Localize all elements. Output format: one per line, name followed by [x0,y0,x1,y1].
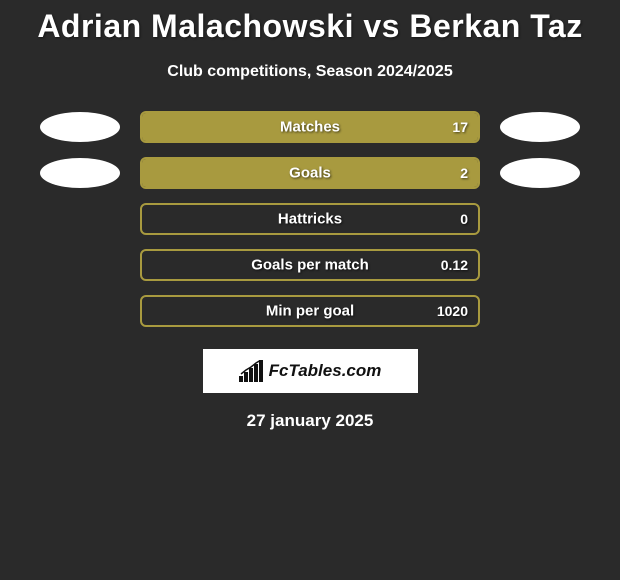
stat-bar: Hattricks 0 [140,203,480,235]
stat-label: Matches [280,119,340,136]
subtitle: Club competitions, Season 2024/2025 [0,63,620,81]
stat-bar: Matches 17 [140,111,480,143]
logo-box[interactable]: FcTables.com [203,349,418,393]
player-avatar-right [500,112,580,142]
player-avatar-left [40,112,120,142]
stat-label: Min per goal [266,303,354,320]
stat-value: 1020 [437,303,468,319]
stat-value: 2 [460,165,468,181]
bars-chart-icon [239,360,265,382]
player-avatar-left [40,158,120,188]
page-title: Adrian Malachowski vs Berkan Taz [0,8,620,45]
stat-row: Goals 2 [0,157,620,189]
stats-list: Matches 17 Goals 2 Hattricks 0 Goals per match… [0,111,620,327]
stat-row: Matches 17 [0,111,620,143]
comparison-card: Adrian Malachowski vs Berkan Taz Club co… [0,0,620,431]
logo: FcTables.com [239,360,382,382]
stat-bar: Goals per match 0.12 [140,249,480,281]
logo-text: FcTables.com [269,361,382,381]
stat-bar: Goals 2 [140,157,480,189]
stat-bar: Min per goal 1020 [140,295,480,327]
stat-label: Hattricks [278,211,342,228]
player-avatar-right [500,158,580,188]
stat-row: Min per goal 1020 [0,295,620,327]
stat-value: 17 [452,119,468,135]
stat-row: Goals per match 0.12 [0,249,620,281]
stat-value: 0.12 [441,257,468,273]
stat-value: 0 [460,211,468,227]
stat-label: Goals per match [251,257,369,274]
date-label: 27 january 2025 [0,411,620,431]
stat-row: Hattricks 0 [0,203,620,235]
stat-label: Goals [289,165,331,182]
